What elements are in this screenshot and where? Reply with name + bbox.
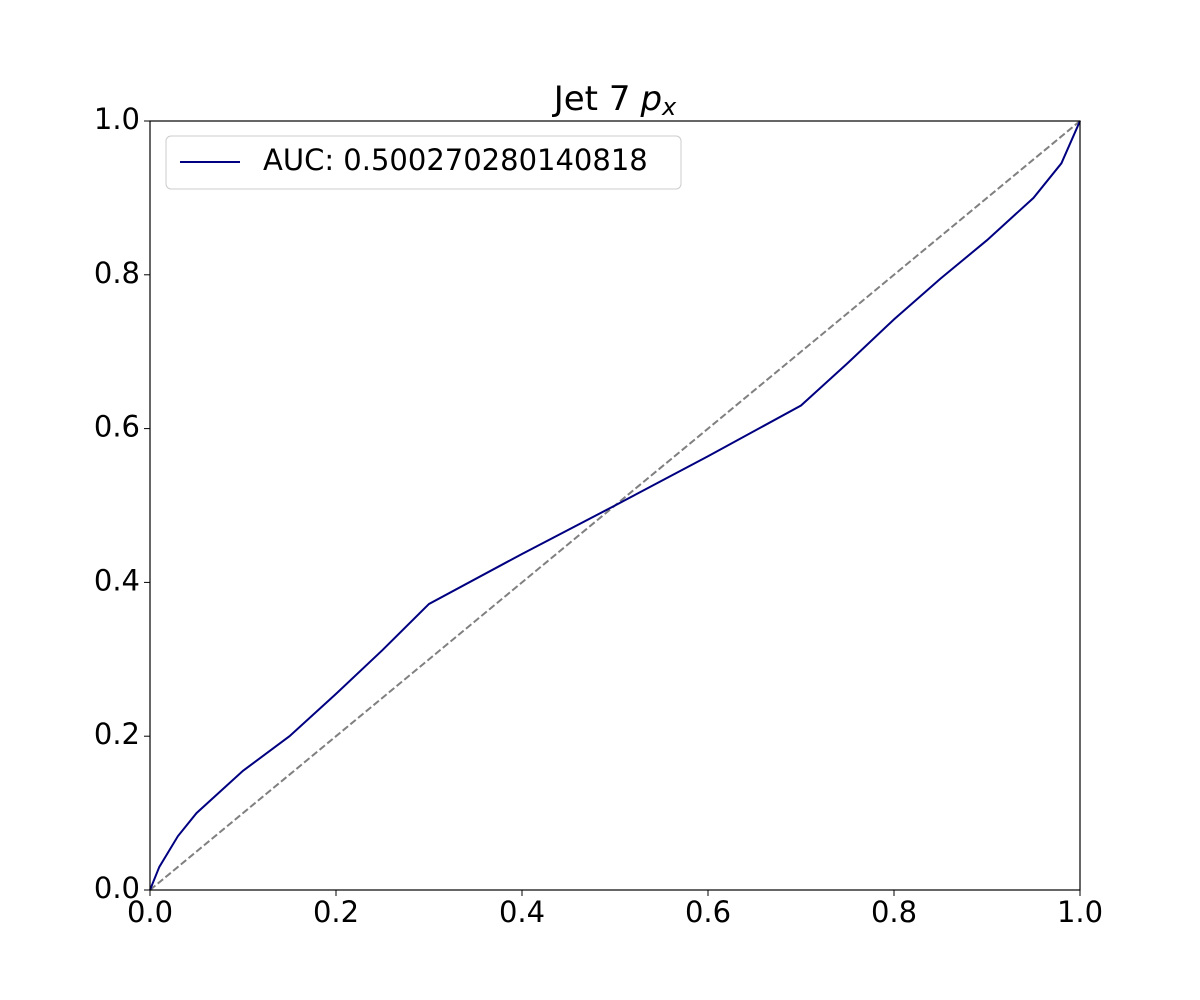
legend-label: AUC: 0.500270280140818 [263,143,648,177]
x-tick-label: 0.8 [871,895,917,929]
title-subscript: x [661,93,677,121]
chart-title: Jet 7 px [552,79,677,122]
plot-frame [149,120,1081,891]
y-tick-label: 0.2 [94,717,140,751]
x-tick-label: 0.6 [685,895,731,929]
title-text: Jet 7 [552,79,631,119]
x-tick-label: 1.0 [1057,895,1103,929]
y-tick-label: 0.6 [94,410,140,444]
y-tick-label: 0.4 [94,563,140,597]
y-tick-label: 1.0 [94,102,140,136]
x-tick-label: 0.0 [127,895,173,929]
title-symbol: p [639,79,662,119]
roc-line [149,120,1081,891]
y-tick-label: 0.8 [94,256,140,290]
x-tick-label: 0.2 [313,895,359,929]
x-tick-label: 0.4 [499,895,545,929]
legend-box [165,135,682,190]
y-tick-label: 0.0 [94,871,140,905]
